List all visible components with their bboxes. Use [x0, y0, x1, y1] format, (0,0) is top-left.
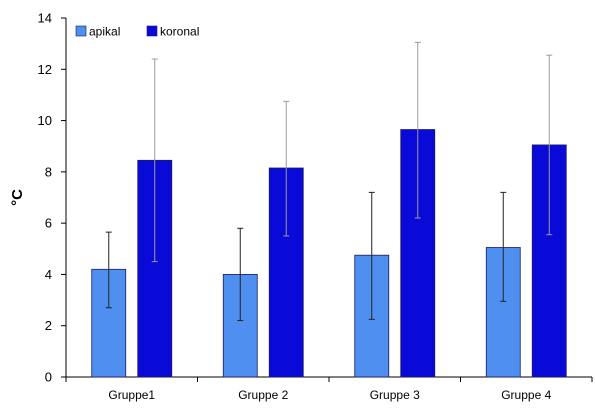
y-tick-label: 14 — [38, 11, 52, 26]
y-tick-label: 4 — [45, 267, 52, 282]
y-tick-label: 2 — [45, 318, 52, 333]
y-tick-label: 10 — [38, 113, 52, 128]
x-tick-label: Gruppe 3 — [370, 388, 420, 402]
x-tick-label: Gruppe1 — [108, 388, 155, 402]
x-tick-label: Gruppe 4 — [501, 388, 551, 402]
y-tick-label: 8 — [45, 164, 52, 179]
legend-label-apikal: apikal — [89, 25, 120, 39]
legend-label-koronal: koronal — [160, 25, 199, 39]
y-tick-label: 0 — [45, 370, 52, 385]
x-tick-label: Gruppe 2 — [238, 388, 288, 402]
y-tick-label: 12 — [38, 62, 52, 77]
legend-swatch-koronal — [146, 25, 158, 37]
y-tick-label: 6 — [45, 216, 52, 231]
y-axis-label: °C — [9, 189, 26, 206]
legend-swatch-apikal — [75, 25, 87, 37]
